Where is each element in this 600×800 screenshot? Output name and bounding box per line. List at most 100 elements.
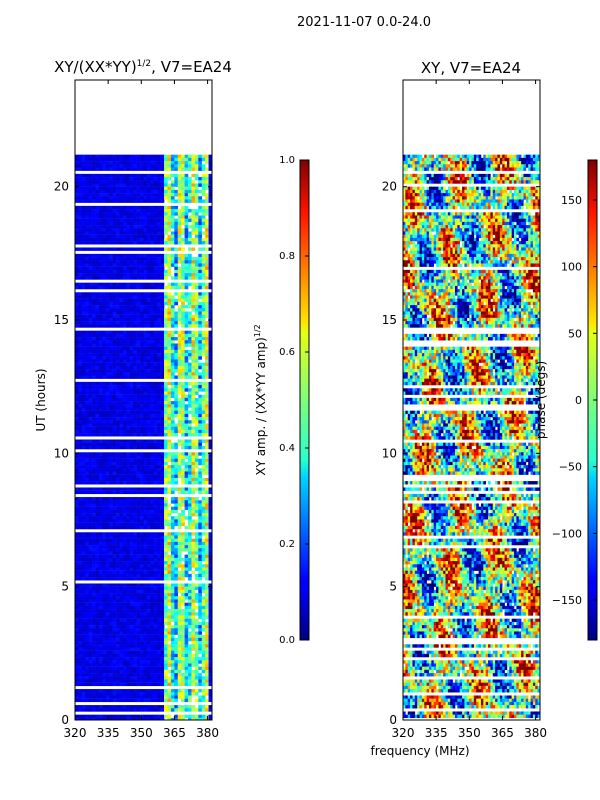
heatmap-cell: [98, 593, 103, 597]
heatmap-cell: [160, 410, 165, 415]
heatmap-cell: [119, 183, 124, 187]
heatmap-cell: [133, 263, 137, 267]
heatmap-cell: [146, 321, 151, 325]
heatmap-cell: [112, 257, 117, 261]
heatmap-cell: [157, 525, 161, 530]
heatmap-cell: [112, 458, 117, 463]
heatmap-cell: [119, 564, 124, 568]
heatmap-cell: [153, 602, 158, 607]
heatmap-cell: [160, 311, 165, 315]
heatmap-cell: [133, 397, 137, 402]
heatmap-cell: [184, 468, 189, 472]
heatmap-cell: [174, 260, 179, 264]
heatmap-cell: [198, 349, 203, 354]
heatmap-cell: [160, 465, 165, 469]
heatmap-cell: [75, 247, 79, 251]
heatmap-cell: [170, 161, 175, 165]
heatmap-cell: [174, 442, 179, 447]
heatmap-cell: [98, 557, 103, 562]
heatmap-cell: [116, 209, 120, 213]
heatmap-cell: [78, 189, 83, 194]
heatmap-cell: [102, 468, 107, 472]
heatmap-cell: [170, 321, 175, 325]
heatmap-cell: [164, 490, 168, 495]
heatmap-cell: [208, 388, 212, 392]
heatmap-cell: [153, 340, 158, 344]
heatmap-cell: [78, 490, 83, 495]
heatmap-cell: [126, 161, 131, 165]
heatmap-cell: [119, 349, 124, 354]
heatmap-cell: [133, 353, 137, 357]
heatmap-cell: [205, 561, 209, 565]
heatmap-cell: [105, 391, 110, 395]
heatmap-cell: [198, 541, 203, 546]
heatmap-cell: [150, 420, 155, 424]
heatmap-cell: [140, 356, 144, 360]
heatmap-cell: [95, 602, 100, 607]
heatmap-cell: [167, 161, 172, 165]
heatmap-cell: [157, 167, 161, 171]
heatmap-cell: [129, 247, 134, 251]
heatmap-cell: [102, 177, 107, 181]
heatmap-cell: [160, 177, 165, 181]
heatmap-cell: [78, 266, 83, 271]
heatmap-cell: [181, 209, 185, 213]
heatmap-cell: [188, 545, 192, 549]
heatmap-cell: [208, 209, 212, 213]
heatmap-cell: [133, 295, 137, 299]
heatmap-cell: [75, 391, 79, 395]
heatmap-cell: [153, 209, 158, 213]
heatmap-cell: [126, 298, 131, 303]
heatmap-cell: [119, 452, 124, 456]
heatmap-cell: [109, 465, 113, 469]
heatmap-cell: [157, 154, 161, 159]
heatmap-cell: [164, 269, 168, 274]
heatmap-cell: [150, 253, 155, 258]
heatmap-cell: [201, 241, 206, 245]
heatmap-cell: [164, 551, 168, 555]
heatmap-cell: [143, 458, 148, 463]
heatmap-cell: [119, 209, 124, 213]
heatmap-cell: [122, 513, 127, 517]
heatmap-cell: [112, 477, 117, 482]
heatmap-cell: [126, 455, 131, 459]
heatmap-cell: [160, 551, 165, 555]
heatmap-cell: [184, 589, 189, 594]
heatmap-cell: [78, 333, 83, 338]
heatmap-cell: [143, 417, 148, 421]
heatmap-cell: [194, 333, 199, 338]
heatmap-cell: [112, 167, 117, 171]
heatmap-cell: [126, 269, 131, 274]
heatmap-cell: [194, 423, 199, 427]
heatmap-cell: [98, 266, 103, 271]
heatmap-cell: [181, 199, 185, 203]
heatmap-cell: [119, 465, 124, 469]
heatmap-cell: [170, 337, 175, 341]
heatmap-cell: [170, 532, 175, 536]
heatmap-cell: [167, 538, 172, 543]
heatmap-cell: [78, 583, 83, 587]
heatmap-cell: [146, 199, 151, 203]
heatmap-cell: [184, 225, 189, 229]
heatmap-cell: [75, 257, 79, 261]
heatmap-cell: [205, 196, 209, 200]
heatmap-cell: [119, 221, 124, 226]
heatmap-cell: [129, 503, 134, 507]
heatmap-cell: [92, 209, 96, 213]
heatmap-cell: [198, 420, 203, 424]
heatmap-cell: [85, 257, 89, 261]
heatmap-cell: [188, 317, 192, 322]
heatmap-cell: [167, 221, 172, 226]
heatmap-cell: [126, 253, 131, 258]
heatmap-cell: [160, 605, 165, 610]
heatmap-cell: [85, 490, 89, 495]
heatmap-cell: [136, 564, 141, 568]
heatmap-cell: [133, 340, 137, 344]
heatmap-cell: [188, 426, 192, 431]
heatmap-cell: [201, 340, 206, 344]
heatmap-cell: [153, 401, 158, 405]
heatmap-cell: [177, 404, 182, 408]
heatmap-cell: [136, 420, 141, 424]
heatmap-cell: [188, 503, 192, 507]
heatmap-cell: [116, 452, 120, 456]
